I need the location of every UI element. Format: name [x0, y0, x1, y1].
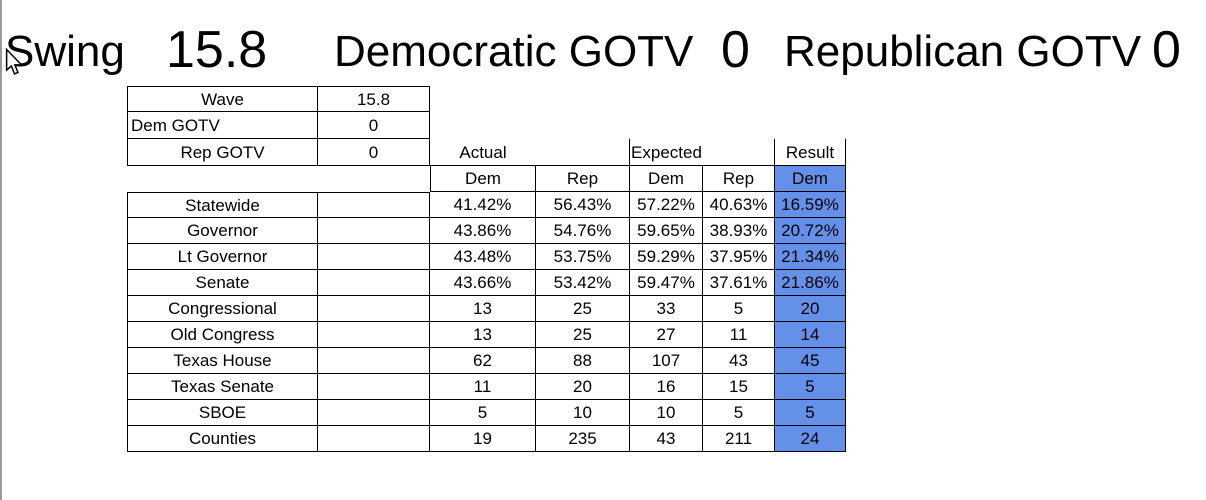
- row-label: Lt Governor: [127, 244, 318, 270]
- spacer-cell: [318, 348, 430, 374]
- cell-result-dem: 20.72%: [775, 218, 846, 244]
- cell-actual-rep: 20: [536, 374, 630, 400]
- spreadsheet-grid: Wave 15.8 Dem GOTV 0 Rep GOTV 0 Actual E…: [127, 86, 846, 452]
- row-label: SBOE: [127, 400, 318, 426]
- row-label: Statewide: [127, 192, 318, 218]
- cell-result-dem: 14: [775, 322, 846, 348]
- cell-result-dem: 20: [775, 296, 846, 322]
- param-input-rep-gotv[interactable]: 0: [318, 139, 430, 166]
- cell-expected-dem: 43: [630, 426, 703, 452]
- column-header-actual-dem: Dem: [430, 166, 536, 192]
- cell-actual-rep: 25: [536, 296, 630, 322]
- cell-expected-dem: 16: [630, 374, 703, 400]
- cell-actual-dem: 13: [430, 322, 536, 348]
- cell-actual-rep: 88: [536, 348, 630, 374]
- cell-result-dem: 21.34%: [775, 244, 846, 270]
- cell-result-dem: 5: [775, 400, 846, 426]
- cell-expected-rep: 211: [703, 426, 775, 452]
- spacer-cell: [318, 322, 430, 348]
- republican-gotv-value-display: 0: [1152, 21, 1181, 79]
- cell-actual-rep: 53.42%: [536, 270, 630, 296]
- spacer-cell: [318, 244, 430, 270]
- cell-actual-dem: 5: [430, 400, 536, 426]
- cell-actual-rep: 53.75%: [536, 244, 630, 270]
- param-label-rep-gotv: Rep GOTV: [127, 139, 318, 166]
- cell-actual-dem: 62: [430, 348, 536, 374]
- democratic-gotv-value-display: 0: [721, 21, 750, 79]
- column-group-actual: Actual: [430, 139, 536, 166]
- row-label: Old Congress: [127, 322, 318, 348]
- row-label: Texas Senate: [127, 374, 318, 400]
- swing-value-display: 15.8: [166, 21, 268, 79]
- cell-expected-dem: 27: [630, 322, 703, 348]
- spacer-cell: [318, 400, 430, 426]
- cell-actual-rep: 25: [536, 322, 630, 348]
- cell-expected-dem: 59.29%: [630, 244, 703, 270]
- spacer-cell: [318, 374, 430, 400]
- cell-expected-dem: 59.47%: [630, 270, 703, 296]
- spacer-cell: [318, 218, 430, 244]
- cell-actual-rep: 235: [536, 426, 630, 452]
- cell-expected-rep: 5: [703, 296, 775, 322]
- row-label: Congressional: [127, 296, 318, 322]
- swing-title: Swing: [5, 27, 125, 76]
- cell-actual-dem: 43.86%: [430, 218, 536, 244]
- cell-expected-rep: 38.93%: [703, 218, 775, 244]
- mouse-cursor-icon: [5, 48, 23, 75]
- column-group-expected: Expected: [630, 139, 703, 166]
- cell-actual-dem: 11: [430, 374, 536, 400]
- column-header-expected-rep: Rep: [703, 166, 775, 192]
- cell-actual-rep: 54.76%: [536, 218, 630, 244]
- cell-expected-dem: 57.22%: [630, 192, 703, 218]
- cell-result-dem: 45: [775, 348, 846, 374]
- cell-actual-rep: 10: [536, 400, 630, 426]
- spacer-cell: [318, 192, 430, 218]
- param-label-dem-gotv: Dem GOTV: [127, 112, 318, 139]
- spacer-cell: [703, 139, 775, 166]
- spacer-cell: [318, 426, 430, 452]
- cell-expected-rep: 5: [703, 400, 775, 426]
- cell-actual-dem: 41.42%: [430, 192, 536, 218]
- param-label-wave: Wave: [127, 86, 318, 112]
- row-label: Counties: [127, 426, 318, 452]
- cell-result-dem: 16.59%: [775, 192, 846, 218]
- cell-expected-rep: 11: [703, 322, 775, 348]
- cell-expected-dem: 59.65%: [630, 218, 703, 244]
- cell-actual-rep: 56.43%: [536, 192, 630, 218]
- cell-actual-dem: 19: [430, 426, 536, 452]
- column-header-result-dem: Dem: [775, 166, 846, 192]
- param-input-wave[interactable]: 15.8: [318, 86, 430, 112]
- pane-edge-divider: [0, 0, 2, 500]
- cell-actual-dem: 43.48%: [430, 244, 536, 270]
- cell-actual-dem: 13: [430, 296, 536, 322]
- cell-result-dem: 21.86%: [775, 270, 846, 296]
- column-group-result: Result: [775, 139, 846, 166]
- cell-result-dem: 24: [775, 426, 846, 452]
- cell-expected-dem: 33: [630, 296, 703, 322]
- cell-expected-dem: 10: [630, 400, 703, 426]
- cell-expected-rep: 37.95%: [703, 244, 775, 270]
- cell-expected-rep: 15: [703, 374, 775, 400]
- cell-expected-dem: 107: [630, 348, 703, 374]
- cell-actual-dem: 43.66%: [430, 270, 536, 296]
- cell-expected-rep: 40.63%: [703, 192, 775, 218]
- row-label: Governor: [127, 218, 318, 244]
- democratic-gotv-title: Democratic GOTV: [334, 27, 694, 76]
- spacer-cell: [318, 270, 430, 296]
- row-label: Texas House: [127, 348, 318, 374]
- param-input-dem-gotv[interactable]: 0: [318, 112, 430, 139]
- republican-gotv-title: Republican GOTV: [784, 27, 1142, 76]
- spacer-cell: [318, 296, 430, 322]
- cell-expected-rep: 43: [703, 348, 775, 374]
- cell-result-dem: 5: [775, 374, 846, 400]
- column-header-expected-dem: Dem: [630, 166, 703, 192]
- column-header-actual-rep: Rep: [536, 166, 630, 192]
- spacer-cell: [536, 139, 630, 166]
- cell-expected-rep: 37.61%: [703, 270, 775, 296]
- row-label: Senate: [127, 270, 318, 296]
